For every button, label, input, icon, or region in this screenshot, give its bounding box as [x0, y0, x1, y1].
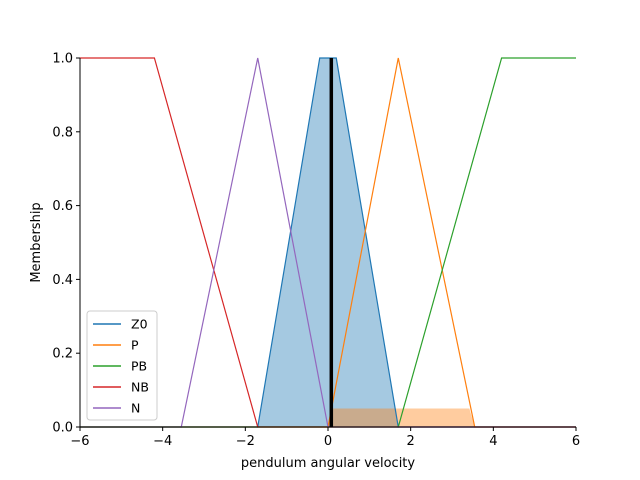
x-tick-label: −4 — [153, 434, 172, 449]
y-tick-label: 0.2 — [52, 347, 73, 362]
x-tick-label: −2 — [236, 434, 255, 449]
axes: −6 −4 −2 0 2 4 6 0.0 0.2 0.4 0.6 0.8 1.0 pendulum ang… — [29, 52, 580, 472]
x-axis-label: pendulum angular velocity — [241, 456, 415, 471]
y-tick-label: 1.0 — [52, 52, 73, 67]
y-axis-label: Membership — [29, 202, 44, 282]
legend-label-n: N — [131, 401, 140, 416]
legend-label-nb: NB — [131, 380, 149, 395]
legend-label-pb: PB — [131, 359, 147, 374]
y-tick-label: 0.4 — [52, 273, 73, 288]
x-tick-label: 4 — [489, 434, 497, 449]
legend-label-z0: Z0 — [131, 317, 148, 332]
legend-box — [86, 310, 158, 421]
x-tick-label: −6 — [70, 434, 89, 449]
x-tick-label: 6 — [572, 434, 580, 449]
legend: Z0 P PB NB N — [86, 310, 158, 421]
activation-fills — [257, 58, 475, 427]
x-tick-label: 0 — [324, 434, 332, 449]
y-tick-label: 0.0 — [52, 421, 73, 436]
x-tick-label: 2 — [407, 434, 415, 449]
y-tick-label: 0.6 — [52, 199, 73, 214]
fill-region-0 — [257, 58, 399, 427]
y-tick-label: 0.8 — [52, 125, 73, 140]
legend-label-p: P — [131, 338, 139, 353]
